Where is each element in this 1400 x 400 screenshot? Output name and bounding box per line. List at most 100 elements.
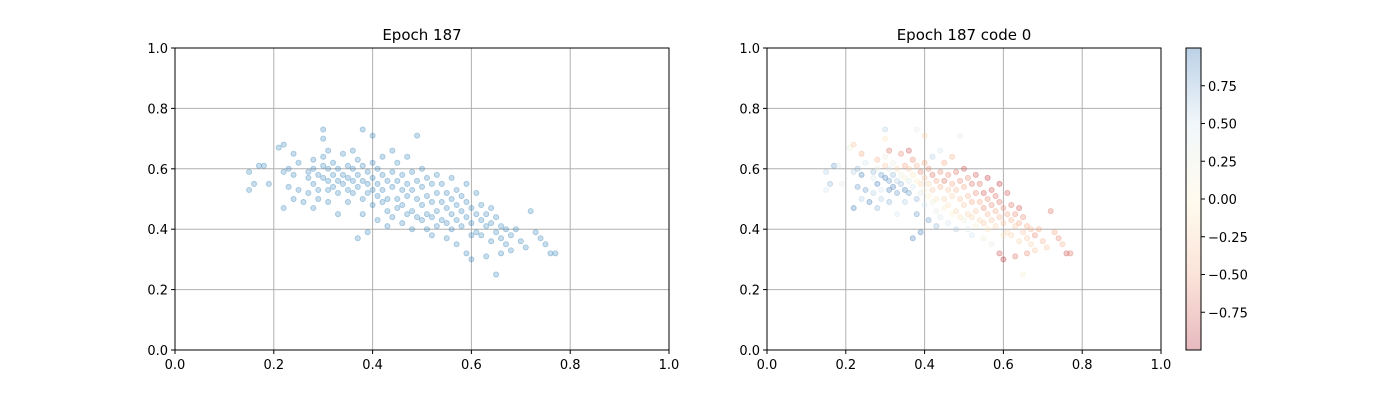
scatter-point [379, 153, 386, 160]
scatter-point [488, 238, 495, 245]
scatter-point [305, 174, 312, 181]
scatter-point-colored [988, 202, 995, 209]
x-tick-label-left: 0.8 [560, 358, 581, 373]
scatter-point [458, 208, 465, 215]
scatter-point [339, 180, 346, 187]
scatter-point [478, 217, 485, 224]
scatter-point-colored [890, 159, 897, 166]
x-tick-label-right: 0.2 [835, 358, 856, 373]
scatter-point [364, 180, 371, 187]
scatter-point [507, 232, 514, 239]
scatter-point [409, 168, 416, 175]
scatter-point [359, 126, 366, 133]
colorbar: 0.75 0.50 0.25 0.00 −0.25 −0.50 −0.75 [1185, 47, 1248, 351]
scatter-point [374, 217, 381, 224]
colorbar-tick-label: 0.50 [1208, 118, 1237, 133]
scatter-point [537, 235, 544, 242]
scatter-point-colored [949, 192, 956, 199]
scatter-point [379, 171, 386, 178]
plot-frame-right [766, 47, 1162, 351]
scatter-point [330, 183, 337, 190]
ticks-left: 0.0 0.2 0.4 0.6 0.8 1.0 0.0 0.2 0.4 0.6 0.8 1.0 [147, 42, 679, 373]
scatter-point-colored [945, 186, 952, 193]
scatter-point [453, 217, 460, 224]
colorbar-tick-label: 0.00 [1208, 193, 1237, 208]
scatter-point [468, 205, 475, 212]
scatter-point-colored [823, 168, 830, 175]
scatter-point [374, 165, 381, 172]
scatter-point [428, 199, 435, 206]
scatter-point-colored [1004, 211, 1011, 218]
scatter-point-colored [921, 132, 928, 139]
scatter-point [265, 180, 272, 187]
scatter-point [423, 226, 430, 233]
scatter-point-colored [1004, 189, 1011, 196]
scatter-point [344, 162, 351, 169]
scatter-point [507, 247, 514, 254]
scatter-point [285, 165, 292, 172]
scatter-point-colored [874, 205, 881, 212]
scatter-point [418, 183, 425, 190]
scatter-point-colored [957, 132, 964, 139]
scatter-point-colored [838, 180, 845, 187]
scatter-point [339, 150, 346, 157]
scatter-point [483, 253, 490, 260]
scatter-point-colored [953, 208, 960, 215]
scatter-point [498, 235, 505, 242]
scatter-point-colored [894, 177, 901, 184]
scatter-point-colored [913, 126, 920, 133]
y-tick-label-right: 0.4 [739, 223, 760, 238]
scatter-point-colored [823, 186, 830, 193]
scatter-point-colored [1027, 226, 1034, 233]
scatter-point [335, 177, 342, 184]
scatter-point-colored [917, 168, 924, 175]
scatter-point [389, 147, 396, 154]
scatter-point [458, 223, 465, 230]
x-tick-label-right: 0.8 [1072, 358, 1093, 373]
scatter-point [473, 211, 480, 218]
scatter-point-colored [858, 195, 865, 202]
scatter-point-colored [1008, 232, 1015, 239]
scatter-point [335, 165, 342, 172]
scatter-point-colored [905, 177, 912, 184]
scatter-point-colored [917, 189, 924, 196]
scatter-point [310, 180, 317, 187]
scatter-point-colored [968, 180, 975, 187]
scatter-point [399, 220, 406, 227]
scatter-point-colored [933, 177, 940, 184]
scatter-point [433, 208, 440, 215]
scatter-point [384, 223, 391, 230]
scatter-point-colored [949, 211, 956, 218]
scatter-point-colored [1000, 205, 1007, 212]
scatter-point-colored [984, 211, 991, 218]
scatter-point-colored [886, 199, 893, 206]
scatter-point [320, 126, 327, 133]
scatter-point [443, 189, 450, 196]
colorbar-tick-label: 0.75 [1208, 80, 1237, 95]
scatter-point [369, 186, 376, 193]
scatter-point [369, 202, 376, 209]
scatter-point-colored [976, 217, 983, 224]
scatter-point-colored [1055, 235, 1062, 242]
scatter-point-colored [897, 180, 904, 187]
scatter-point [335, 189, 342, 196]
x-tick-label-right: 0.0 [757, 358, 778, 373]
scatter-point [433, 223, 440, 230]
scatter-point-colored [937, 214, 944, 221]
scatter-point-colored [929, 186, 936, 193]
scatter-point-colored [830, 162, 837, 169]
scatter-point-colored [1047, 208, 1054, 215]
x-tick-label-left: 0.2 [263, 358, 284, 373]
scatter-point [399, 202, 406, 209]
y-tick-label-right: 0.6 [739, 163, 760, 178]
scatter-point-colored [846, 144, 853, 151]
colorbar-tick-label: −0.50 [1208, 269, 1248, 284]
scatter-point [399, 186, 406, 193]
scatter-point-colored [905, 147, 912, 154]
scatter-point-colored [850, 141, 857, 148]
scatter-point [488, 205, 495, 212]
scatter-point-colored [945, 220, 952, 227]
chart-title-left: Epoch 187 [382, 26, 461, 44]
scatter-point-colored [827, 180, 834, 187]
scatter-point-colored [941, 177, 948, 184]
